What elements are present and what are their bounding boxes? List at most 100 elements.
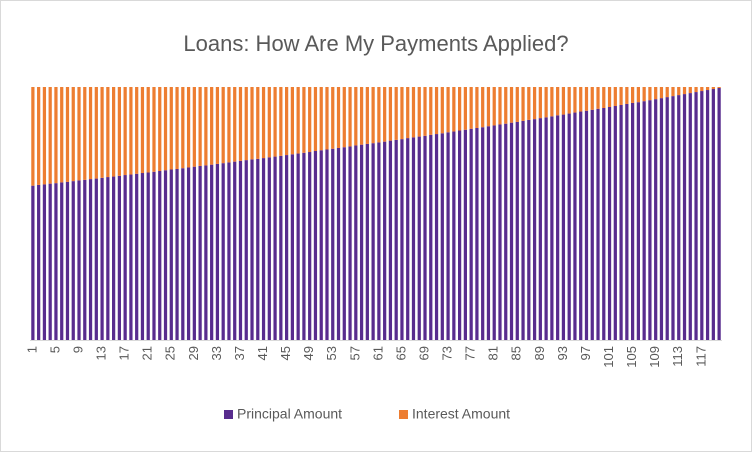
bar-segment bbox=[348, 146, 352, 340]
bar-segment bbox=[463, 129, 467, 340]
bar-segment bbox=[613, 105, 617, 340]
bar-segment bbox=[682, 87, 687, 95]
bar-segment bbox=[273, 156, 277, 340]
legend-label: Interest Amount bbox=[412, 406, 510, 422]
x-tick-label: 57 bbox=[347, 346, 362, 360]
bar-segment bbox=[694, 87, 698, 93]
bar-segment bbox=[233, 87, 237, 162]
bar-segment bbox=[573, 87, 577, 113]
bar-segment bbox=[169, 87, 173, 170]
bar-segment bbox=[492, 87, 496, 126]
bar-segment bbox=[642, 101, 646, 340]
bar-segment bbox=[42, 184, 47, 340]
bar-segment bbox=[221, 163, 225, 340]
bar-segment bbox=[319, 150, 323, 340]
bar-segment bbox=[429, 134, 433, 340]
bar-segment bbox=[146, 87, 150, 173]
x-tick-label: 97 bbox=[578, 346, 593, 360]
bar-segment bbox=[71, 181, 75, 340]
bar-segment bbox=[88, 87, 93, 180]
bar-segment bbox=[579, 111, 583, 340]
bar-segment bbox=[406, 138, 410, 340]
bar-segment bbox=[181, 87, 185, 169]
bar-segment bbox=[458, 130, 462, 340]
bar-segment bbox=[54, 87, 58, 184]
bar-segment bbox=[607, 87, 612, 107]
bar-segment bbox=[250, 159, 254, 340]
bar-segment bbox=[446, 87, 450, 133]
bar-segment bbox=[561, 87, 566, 115]
x-tick-label: 65 bbox=[393, 346, 408, 360]
bar-segment bbox=[192, 87, 196, 167]
x-tick-label: 9 bbox=[70, 346, 85, 353]
bar-segment bbox=[106, 177, 110, 340]
bar-segment bbox=[342, 147, 346, 340]
x-tick-label: 49 bbox=[301, 346, 316, 360]
bar-segment bbox=[492, 125, 496, 341]
bar-segment bbox=[112, 176, 116, 340]
bar-segment bbox=[60, 182, 64, 340]
x-tick-label: 61 bbox=[370, 346, 385, 360]
bar-segment bbox=[129, 174, 133, 340]
bar-segment bbox=[365, 143, 369, 340]
bar-segment bbox=[106, 87, 110, 178]
bar-segment bbox=[481, 127, 485, 341]
bar-segment bbox=[475, 87, 479, 128]
bar-segment bbox=[83, 87, 87, 180]
bar-segment bbox=[682, 94, 687, 340]
bar-segment bbox=[498, 87, 502, 125]
bar-segment bbox=[700, 87, 704, 92]
bar-segment bbox=[42, 87, 47, 185]
bar-segment bbox=[607, 106, 612, 340]
bar-segment bbox=[302, 87, 306, 153]
x-tick-label: 53 bbox=[324, 346, 339, 360]
bar-segment bbox=[688, 87, 692, 94]
x-tick-label: 117 bbox=[693, 346, 708, 367]
bar-segment bbox=[705, 87, 710, 91]
bar-segment bbox=[527, 87, 531, 120]
bar-segment bbox=[198, 165, 202, 340]
bar-segment bbox=[417, 87, 421, 137]
bar-segment bbox=[285, 155, 289, 340]
bar-segment bbox=[486, 87, 491, 127]
bar-segment bbox=[417, 136, 421, 340]
bar-segment bbox=[273, 87, 277, 157]
x-tick-label: 33 bbox=[209, 346, 224, 360]
bar-segment bbox=[481, 87, 485, 128]
bar-segment bbox=[302, 152, 306, 340]
x-tick-label: 1 bbox=[24, 346, 39, 353]
bar-segment bbox=[584, 110, 589, 340]
bar-segment bbox=[261, 158, 266, 340]
bar-segment bbox=[440, 87, 444, 134]
bar-segment bbox=[717, 87, 721, 89]
bar-segment bbox=[158, 170, 162, 340]
bar-segment bbox=[498, 124, 502, 340]
bar-segment bbox=[331, 148, 335, 340]
bar-segment bbox=[285, 87, 289, 156]
bar-segment bbox=[359, 87, 364, 145]
bar-segment bbox=[371, 143, 375, 340]
bar-segment bbox=[267, 87, 271, 158]
bar-segment bbox=[550, 87, 554, 117]
bar-segment bbox=[677, 87, 681, 96]
bar-segment bbox=[117, 175, 121, 340]
bar-segment bbox=[135, 173, 139, 340]
bar-segment bbox=[406, 87, 410, 139]
x-tick-label: 25 bbox=[163, 346, 178, 360]
bar-segment bbox=[550, 116, 554, 341]
bar-segment bbox=[590, 109, 594, 341]
bar-segment bbox=[388, 140, 393, 340]
bar-segment bbox=[469, 87, 473, 129]
bar-segment bbox=[717, 88, 721, 341]
bar-segment bbox=[561, 114, 566, 341]
bar-segment bbox=[77, 87, 81, 181]
bar-segment bbox=[123, 87, 127, 176]
bar-segment bbox=[648, 87, 652, 101]
bar-segment bbox=[400, 87, 404, 140]
bar-segment bbox=[625, 87, 629, 104]
bar-segment bbox=[313, 87, 318, 152]
bar-segment bbox=[648, 100, 652, 340]
bar-segment bbox=[383, 141, 387, 340]
bar-segment bbox=[336, 87, 341, 148]
